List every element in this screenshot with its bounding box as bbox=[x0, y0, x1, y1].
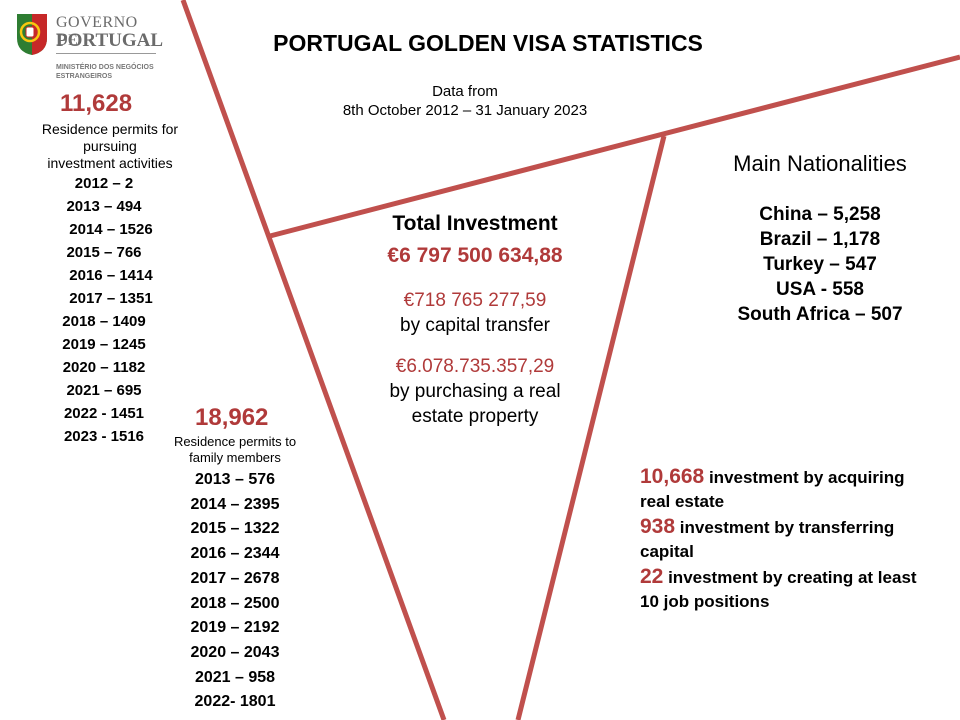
family-permits-block: 18,962 Residence permits to family membe… bbox=[160, 404, 310, 715]
list-item: 2015 – 766 bbox=[66, 244, 142, 261]
investor-permits-total: 11,628 bbox=[60, 90, 133, 117]
list-item: 2020 – 2043 bbox=[190, 643, 280, 661]
investment-type-label-cont: real estate bbox=[640, 492, 725, 511]
family-permits-description: Residence permits to family members bbox=[173, 434, 297, 465]
list-item: USA - 558 bbox=[776, 279, 864, 300]
list-item: China – 5,258 bbox=[759, 204, 881, 225]
real-estate-label-2: estate property bbox=[411, 406, 539, 427]
nationalities-title: Main Nationalities bbox=[733, 151, 907, 176]
capital-transfer-block: €718 765 277,59 by capital transfer bbox=[340, 288, 610, 338]
investment-type-count: 938 bbox=[640, 515, 676, 538]
capital-transfer-label: by capital transfer bbox=[400, 315, 550, 336]
investment-type-label: investment by creating at least bbox=[663, 568, 917, 587]
list-item: 2020 – 1182 bbox=[62, 359, 146, 376]
investment-title: Total Investment bbox=[392, 212, 558, 235]
logo-ministry-text: MINISTÉRIO DOS NEGÓCIOS ESTRANGEIROS bbox=[56, 64, 154, 80]
line-horizontal-top bbox=[269, 54, 960, 239]
logo-divider bbox=[56, 53, 156, 54]
logo-text-governo: GOVERNO DE bbox=[56, 14, 138, 49]
date-range-line2: 8th October 2012 – 31 January 2023 bbox=[342, 102, 588, 119]
investor-permits-description: Residence permits for pursuing investmen… bbox=[41, 121, 179, 171]
date-range-line1: Data from bbox=[432, 83, 498, 100]
list-item: 2021 – 695 bbox=[66, 382, 142, 399]
family-permits-total: 18,962 bbox=[195, 404, 269, 431]
nationalities-list: China – 5,258 Brazil – 1,178 Turkey – 54… bbox=[690, 202, 950, 327]
page-title: PORTUGAL GOLDEN VISA STATISTICS bbox=[273, 30, 703, 56]
list-item: 2018 – 2500 bbox=[190, 594, 280, 612]
list-item: 2014 – 1526 bbox=[69, 221, 153, 238]
investment-type-row: 938 investment by transferring capital bbox=[640, 515, 960, 564]
capital-transfer-amount: €718 765 277,59 bbox=[403, 290, 547, 311]
real-estate-amount: €6.078.735.357,29 bbox=[395, 356, 555, 377]
list-item: 2013 – 576 bbox=[194, 471, 276, 488]
investment-block: Total Investment €6 797 500 634,88 €718 … bbox=[340, 212, 610, 429]
investment-type-count: 10,668 bbox=[640, 465, 705, 488]
investment-type-label-cont: 10 job positions bbox=[640, 592, 770, 611]
government-logo: GOVERNO DE PORTUGAL MINISTÉRIO DOS NEGÓC… bbox=[14, 6, 164, 86]
list-item: South Africa – 507 bbox=[737, 304, 903, 325]
list-item: Turkey – 547 bbox=[763, 254, 877, 275]
investment-types-list: 10,668 investment by acquiring real esta… bbox=[640, 465, 960, 615]
list-item: 2022 - 1451 bbox=[63, 405, 145, 422]
list-item: 2017 – 1351 bbox=[69, 290, 153, 307]
logo-text-portugal: PORTUGAL bbox=[56, 30, 164, 51]
list-item: Brazil – 1,178 bbox=[759, 229, 881, 250]
line-left-diagonal bbox=[180, 0, 447, 720]
investor-permits-year-list: 2012 – 2 2013 – 494 2014 – 1526 2015 – 7… bbox=[8, 172, 200, 448]
list-item: 2022- 1801 bbox=[194, 693, 276, 711]
list-item: 2021 – 958 bbox=[194, 668, 276, 686]
list-item: 2013 – 494 bbox=[66, 198, 142, 215]
list-item: 2017 – 2678 bbox=[190, 569, 280, 587]
list-item: 2014 – 2395 bbox=[190, 495, 280, 513]
investment-type-label-cont: capital bbox=[640, 542, 694, 561]
list-item: 2015 – 1322 bbox=[190, 520, 280, 538]
list-item: 2023 - 1516 bbox=[63, 428, 145, 445]
real-estate-label-1: by purchasing a real bbox=[389, 381, 561, 402]
investment-type-label: investment by transferring bbox=[675, 518, 895, 537]
real-estate-block: €6.078.735.357,29 by purchasing a real e… bbox=[340, 354, 610, 429]
investor-permits-block: 11,628 Residence permits for pursuing in… bbox=[20, 90, 200, 448]
list-item: 2012 – 2 bbox=[74, 175, 134, 192]
investment-type-row: 10,668 investment by acquiring real esta… bbox=[640, 465, 960, 514]
line-right-diagonal bbox=[515, 135, 667, 720]
list-item: 2018 – 1409 bbox=[62, 313, 146, 330]
family-permits-year-list: 2013 – 576 2014 – 2395 2015 – 1322 2016 … bbox=[160, 468, 310, 715]
investment-type-label: investment by acquiring bbox=[704, 468, 905, 487]
portugal-emblem-icon bbox=[17, 14, 47, 55]
list-item: 2019 – 1245 bbox=[62, 336, 146, 353]
date-range: Data from 8th October 2012 – 31 January … bbox=[320, 82, 610, 120]
list-item: 2019 – 2192 bbox=[190, 619, 280, 637]
list-item: 2016 – 1414 bbox=[69, 267, 153, 284]
investment-total: €6 797 500 634,88 bbox=[387, 244, 563, 267]
investment-type-row: 22 investment by creating at least 10 jo… bbox=[640, 565, 960, 614]
investment-type-count: 22 bbox=[640, 565, 664, 588]
list-item: 2016 – 2344 bbox=[190, 545, 280, 563]
